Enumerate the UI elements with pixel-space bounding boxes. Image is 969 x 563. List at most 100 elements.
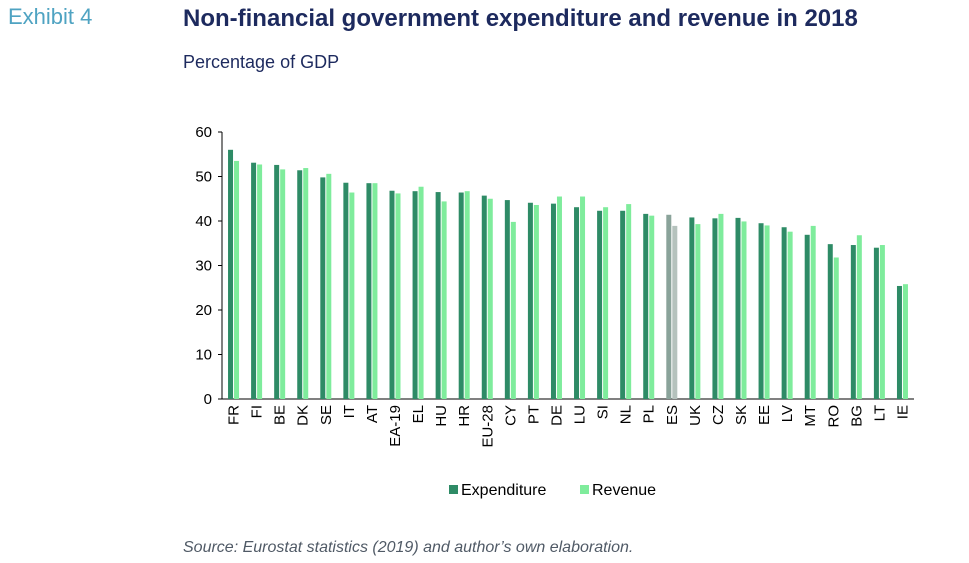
x-tick-label: RO [825,405,842,428]
bar-expenditure-ro [827,244,833,399]
y-tick-label: 50 [195,169,212,186]
bar-revenue-bg [856,235,862,399]
bar-revenue-eu-28 [487,198,493,399]
bar-expenditure-pl [643,213,649,399]
x-tick-label: FI [249,405,266,418]
x-tick-label: SI [595,405,612,419]
bar-expenditure-lu [574,207,580,399]
x-tick-label: FR [226,405,243,425]
x-tick-label: AT [364,405,381,423]
bar-expenditure-bg [850,245,856,399]
bar-revenue-nl [626,204,632,399]
bar-expenditure-el [412,191,418,399]
x-tick-label: LV [779,405,796,422]
legend: Expenditure Revenue [449,482,656,499]
bar-revenue-fr [234,160,240,399]
legend-swatch-revenue [580,485,589,494]
bar-expenditure-se [320,177,326,399]
bar-expenditure-fi [251,162,257,399]
bar-revenue-hr [464,191,470,399]
bar-expenditure-eu-28 [481,195,487,399]
x-tick-label: PL [641,405,658,423]
chart-subtitle: Percentage of GDP [183,52,340,72]
bar-expenditure-at [366,183,372,399]
bar-expenditure-ie [896,285,902,399]
chart-title: Non-financial government expenditure and… [183,5,858,32]
bar-expenditure-de [550,203,556,399]
x-tick-label: BE [272,405,289,425]
x-tick-label: EL [410,405,427,423]
x-tick-label: SE [318,405,335,425]
x-tick-label: BG [848,405,865,427]
bar-expenditure-cz [712,218,718,399]
bar-expenditure-uk [689,217,695,399]
x-tick-label: ES [664,405,681,425]
bar-expenditure-ea-19 [389,190,395,399]
bar-revenue-ro [833,257,839,399]
bar-expenditure-lt [873,247,879,399]
x-tick-label: EU-28 [479,405,496,448]
bar-revenue-de [556,196,562,399]
bar-revenue-es [672,225,678,399]
bar-revenue-ea-19 [395,193,401,399]
x-tick-label: NL [618,405,635,424]
y-tick-label: 30 [195,258,212,275]
bar-revenue-cz [718,213,724,399]
bar-revenue-mt [810,225,816,399]
source-note: Source: Eurostat statistics (2019) and a… [183,539,634,556]
bars [228,149,908,399]
bar-revenue-lt [879,245,885,399]
legend-swatch-expenditure [449,485,458,494]
bar-revenue-ie [902,284,908,399]
bar-expenditure-si [597,210,603,399]
bar-revenue-lv [787,231,793,399]
bar-expenditure-es [666,214,672,399]
x-tick-label: IT [341,405,358,418]
bar-revenue-se [326,173,332,399]
bar-expenditure-pt [527,202,533,399]
x-tick-label: EE [756,405,773,425]
x-tick-label: HR [456,405,473,427]
bar-expenditure-sk [735,217,741,399]
bar-expenditure-hu [435,192,441,399]
bar-expenditure-cy [504,200,510,399]
y-tick-label: 0 [204,391,212,408]
x-tick-label: CY [502,405,519,426]
bar-expenditure-fr [228,149,234,399]
x-tick-label: IE [894,405,911,419]
bar-expenditure-dk [297,170,303,399]
exhibit-label: Exhibit 4 [8,4,93,29]
bar-revenue-it [349,192,355,399]
bar-revenue-hu [441,201,447,399]
bar-revenue-pt [533,204,539,399]
bar-revenue-pl [649,215,655,399]
bar-expenditure-lv [781,227,787,399]
bar-revenue-sk [741,221,747,399]
y-tick-label: 20 [195,302,212,319]
x-tick-label: EA-19 [387,405,404,447]
bar-revenue-ee [764,225,770,399]
bar-revenue-at [372,183,378,399]
x-tick-label: PT [525,405,542,424]
legend-label-expenditure: Expenditure [461,482,546,499]
bar-expenditure-be [274,164,280,399]
x-tick-label: CZ [710,405,727,425]
bar-expenditure-ee [758,223,764,399]
bar-expenditure-mt [804,234,810,399]
x-tick-label: MT [802,405,819,427]
x-tick-label: HU [433,405,450,427]
bar-revenue-be [280,169,286,399]
bar-revenue-el [418,186,424,399]
y-tick-label: 60 [195,124,212,141]
bar-revenue-fi [257,164,263,399]
bar-revenue-si [603,207,609,399]
bar-revenue-cy [510,221,516,399]
x-tick-label: DK [295,405,312,426]
legend-label-revenue: Revenue [592,482,656,499]
bar-revenue-uk [695,224,701,399]
x-tick-label: DE [548,405,565,426]
y-axis: 0 10 20 30 40 50 60 [195,124,223,408]
bar-revenue-lu [580,196,586,399]
bar-revenue-dk [303,168,309,399]
